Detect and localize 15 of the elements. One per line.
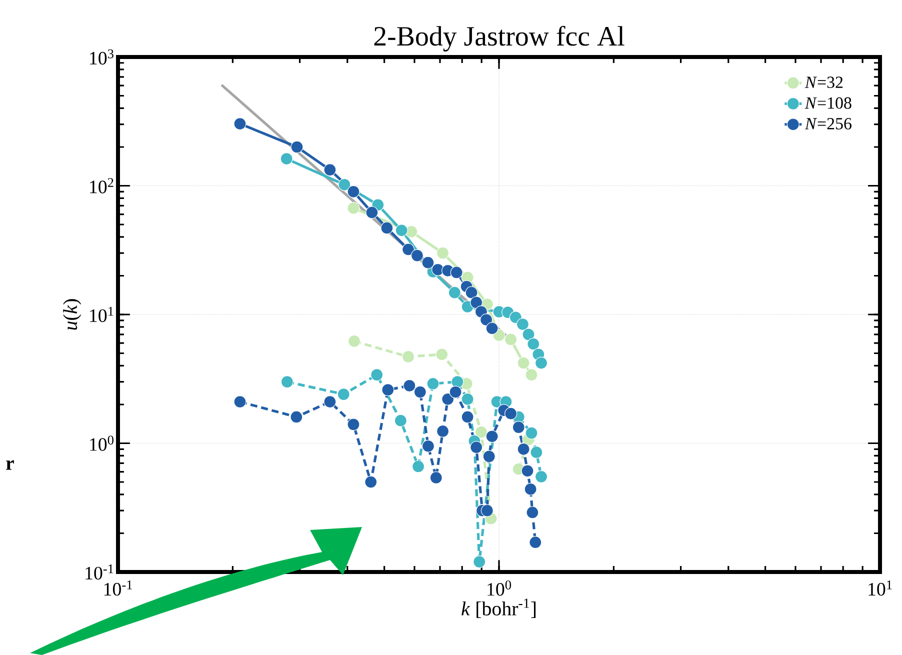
chart-title: 2-Body Jastrow fcc Al (374, 26, 624, 52)
x-axis-title: k [bohr$^{-1}$] (462, 598, 536, 618)
legend-label: N=256 (804, 118, 852, 130)
legend-label: N=32 (804, 76, 843, 88)
x-tick-label: 10$^{-1}$ (104, 580, 132, 596)
y-tick-label: 10$^{2}$ (90, 178, 114, 194)
y-tick-label: 10$^{3}$ (90, 49, 114, 65)
y-axis-title: u(k) (63, 299, 82, 330)
y-tick-label: 10$^{1}$ (90, 306, 114, 322)
x-tick-label: 10$^{0}$ (488, 580, 512, 596)
text: r (6, 460, 14, 470)
y-tick-label: 10$^{-1}$ (86, 564, 114, 580)
legend-label: N=108 (804, 97, 852, 109)
y-tick-label: 10$^{0}$ (90, 436, 114, 451)
x-tick-label: 10$^{1}$ (868, 580, 892, 596)
